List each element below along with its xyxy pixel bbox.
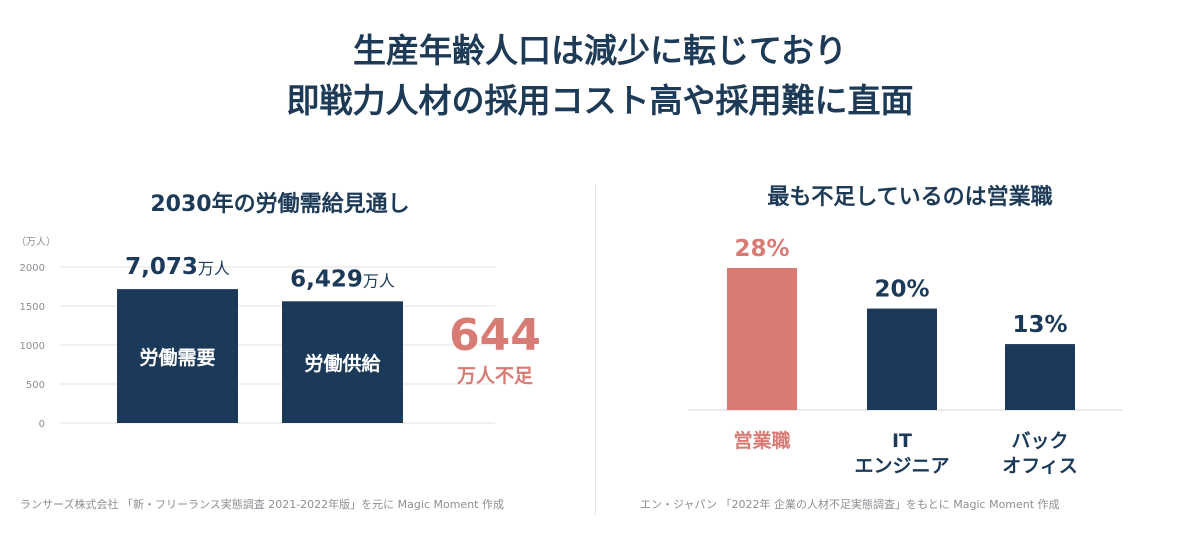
category-label: オフィス: [1002, 455, 1078, 477]
panel-divider: [595, 185, 596, 515]
y-tick-label: 1500: [20, 302, 45, 313]
bar-value-label: 13%: [1012, 312, 1067, 338]
category-label: IT: [892, 430, 912, 452]
shortage-label: 万人不足: [456, 365, 534, 387]
bar: [117, 289, 238, 423]
y-axis-unit-label: （万人）: [16, 236, 56, 248]
right-chart-title: 最も不足しているのは営業職: [767, 185, 1053, 210]
bar-value-label: 28%: [734, 236, 789, 262]
bar: [867, 308, 937, 410]
right-source-note: エン・ジャパン 「2022年 企業の人材不足実態調査」をもとに Magic Mo…: [640, 498, 1060, 511]
category-label: バック: [1011, 430, 1068, 452]
category-label: エンジニア: [854, 455, 949, 477]
bar-value-label: 6,429万人: [290, 266, 395, 292]
bar-value-label: 20%: [874, 277, 929, 303]
y-tick-label: 2000: [20, 263, 45, 274]
y-tick-label: 0: [39, 419, 45, 430]
left-source-note: ランサーズ株式会社 「新・フリーランス実態調査 2021-2022年版」を元に …: [20, 498, 504, 511]
y-tick-label: 1000: [20, 341, 45, 352]
bar-category-label: 労働供給: [304, 352, 381, 375]
headline-line-2: 即戦力人材の採用コスト高や採用難に直面: [286, 81, 914, 120]
bar: [727, 268, 797, 410]
left-chart-title: 2030年の労働需給見通し: [150, 192, 410, 217]
y-tick-label: 500: [26, 380, 45, 391]
bar: [282, 301, 403, 423]
headline-line-1: 生産年齢人口は減少に転じており: [352, 31, 847, 70]
shortage-value: 644: [449, 310, 541, 361]
bar: [1005, 344, 1075, 410]
bar-value-label: 7,073万人: [125, 254, 230, 280]
category-label: 営業職: [733, 429, 790, 452]
bar-category-label: 労働需要: [139, 346, 215, 369]
headline: 生産年齢人口は減少に転じており 即戦力人材の採用コスト高や採用難に直面: [0, 26, 1200, 126]
